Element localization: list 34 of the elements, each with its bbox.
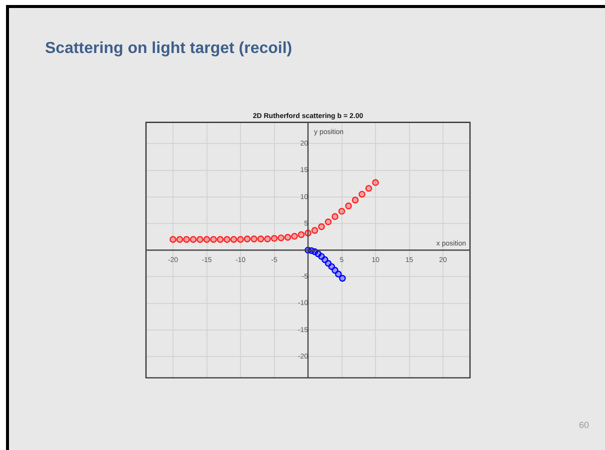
point — [190, 236, 197, 243]
point — [324, 218, 332, 226]
point — [332, 213, 338, 220]
point — [270, 234, 278, 242]
point — [291, 232, 298, 240]
point — [224, 236, 230, 243]
point — [352, 196, 359, 204]
point — [257, 236, 264, 242]
point — [339, 274, 346, 282]
point — [298, 231, 305, 238]
point — [170, 236, 176, 243]
text: 60 — [579, 420, 590, 430]
point — [230, 236, 238, 243]
point — [318, 223, 325, 230]
point — [244, 236, 251, 242]
point — [250, 236, 258, 242]
point — [345, 202, 352, 210]
point — [372, 179, 379, 186]
point — [311, 227, 318, 234]
point — [338, 208, 346, 215]
chart-title: Scattering on light target (recoil) — [45, 40, 292, 58]
point — [216, 236, 224, 243]
point — [358, 190, 366, 198]
point — [176, 236, 184, 243]
point — [264, 236, 271, 242]
point — [284, 234, 292, 241]
point — [237, 236, 244, 243]
point — [278, 234, 284, 242]
point — [210, 236, 217, 243]
point — [334, 270, 342, 278]
point — [365, 184, 372, 192]
point — [203, 236, 210, 243]
point — [196, 236, 204, 243]
point — [183, 236, 190, 243]
